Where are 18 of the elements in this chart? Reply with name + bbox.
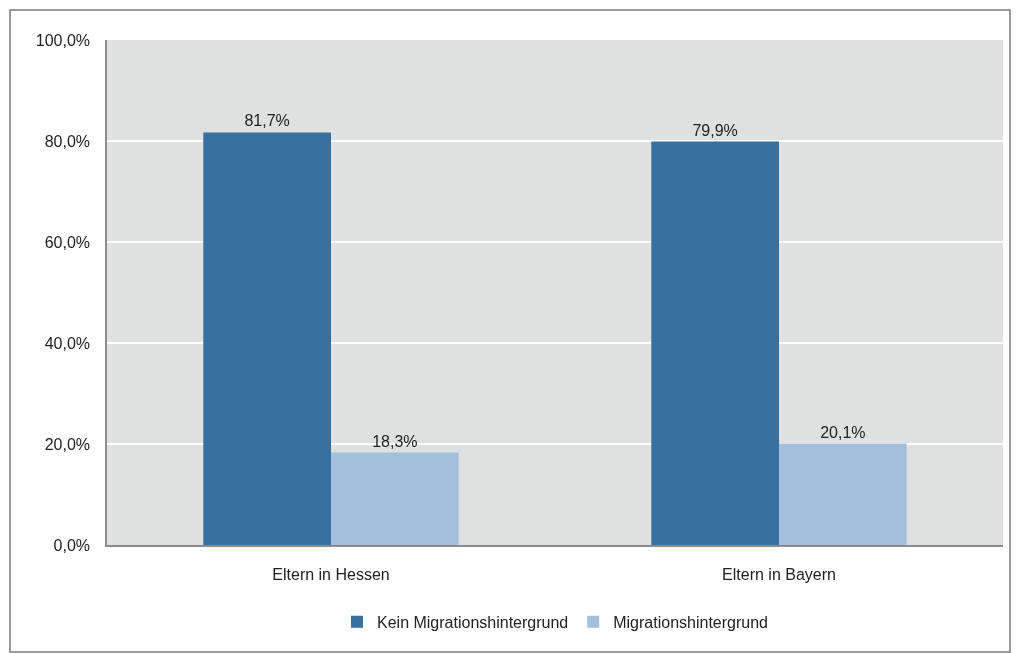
data-label: 18,3% <box>372 432 418 450</box>
x-tick-label: Eltern in Hessen <box>272 565 390 583</box>
y-tick-label: 60,0% <box>44 233 91 251</box>
data-label: 20,1% <box>820 423 866 441</box>
y-tick-label: 0,0% <box>53 536 91 554</box>
data-label: 81,7% <box>244 112 290 130</box>
legend-label: Kein Migrationshintergrund <box>377 613 569 631</box>
bar <box>203 132 331 545</box>
x-tick-label: Eltern in Bayern <box>722 565 836 583</box>
bar <box>331 452 459 545</box>
bar <box>651 141 779 545</box>
y-tick-label: 80,0% <box>44 132 91 150</box>
y-tick-label: 20,0% <box>44 435 91 453</box>
y-tick-label: 100,0% <box>35 31 91 49</box>
bar <box>779 443 907 545</box>
legend-label: Migrationshintergrund <box>613 613 768 631</box>
y-tick-label: 40,0% <box>44 334 91 352</box>
data-label: 79,9% <box>692 121 738 139</box>
